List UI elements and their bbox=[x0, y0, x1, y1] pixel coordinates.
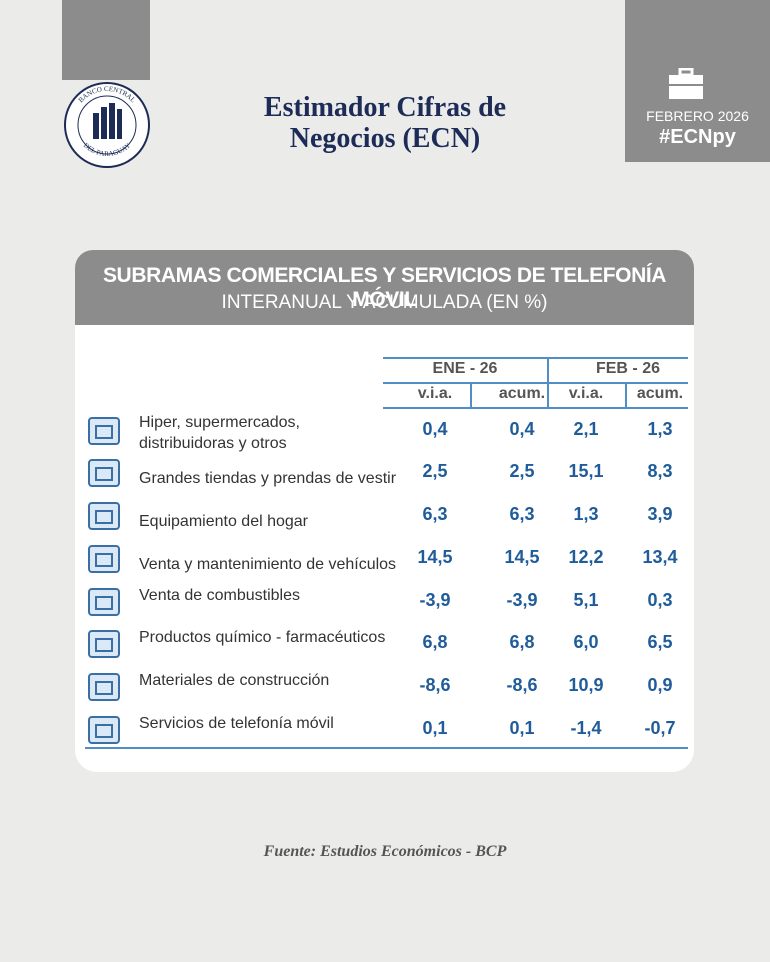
cell-value: 6,8 bbox=[509, 632, 535, 652]
cell-value: 10,9 bbox=[568, 675, 604, 695]
badge: FEBRERO 2026 #ECNpy bbox=[625, 0, 770, 162]
cell-value: 14,5 bbox=[504, 547, 540, 567]
rule bbox=[383, 357, 688, 359]
row-label: Productos químico - farmacéuticos bbox=[139, 629, 386, 646]
group-header: FEB - 26 bbox=[595, 360, 660, 377]
cell-value: 14,5 bbox=[417, 547, 453, 567]
cell-value: 0,4 bbox=[422, 419, 448, 439]
cell-value: 3,9 bbox=[647, 504, 673, 524]
row-icon bbox=[88, 588, 120, 616]
cell-value: 2,5 bbox=[422, 461, 448, 481]
cell-value: 2,1 bbox=[573, 419, 599, 439]
row-icon bbox=[88, 716, 120, 744]
cell-value: 15,1 bbox=[568, 461, 604, 481]
logo: BANCO CENTRAL DEL PARAGUAY bbox=[64, 82, 150, 168]
row-icon bbox=[88, 545, 120, 573]
briefcase-icon bbox=[669, 68, 703, 99]
row-label: Grandes tiendas y prendas de vestir bbox=[139, 470, 397, 487]
cell-value: 6,5 bbox=[647, 632, 673, 652]
banner-subtitle: INTERANUAL Y ACUMULADA (EN %) bbox=[221, 292, 548, 313]
row-icon bbox=[88, 417, 120, 445]
logo-tab bbox=[62, 0, 150, 80]
cell-value: 12,2 bbox=[568, 547, 604, 567]
divider bbox=[625, 382, 627, 407]
row-label: Materiales de construcción bbox=[139, 672, 330, 689]
row-label: Venta y mantenimiento de vehículos bbox=[139, 556, 397, 573]
row-icon bbox=[88, 673, 120, 701]
cell-value: -0,7 bbox=[644, 718, 676, 738]
cell-value: 5,1 bbox=[573, 590, 599, 610]
source: Fuente: Estudios Económicos - BCP bbox=[263, 843, 507, 860]
date: FEBRERO 2026 bbox=[646, 108, 749, 124]
cell-value: -8,6 bbox=[419, 675, 451, 695]
cell-value: 6,3 bbox=[509, 504, 535, 524]
row-label: Servicios de telefonía móvil bbox=[139, 715, 334, 732]
table-card bbox=[75, 325, 694, 772]
title-line: Negocios (ECN) bbox=[289, 123, 481, 154]
cell-value: 6,0 bbox=[573, 632, 599, 652]
column-header: v.i.a. bbox=[568, 385, 604, 402]
cell-value: -1,4 bbox=[570, 718, 602, 738]
row-icon bbox=[88, 502, 120, 530]
title-line: Estimador Cifras de bbox=[263, 92, 507, 123]
divider bbox=[470, 382, 472, 407]
cell-value: 0,9 bbox=[647, 675, 673, 695]
column-header: v.i.a. bbox=[417, 385, 453, 402]
cell-value: 8,3 bbox=[647, 461, 673, 481]
rule bbox=[383, 407, 688, 409]
cell-value: 13,4 bbox=[642, 547, 678, 567]
column-header: acum. bbox=[636, 385, 684, 402]
cell-value: -8,6 bbox=[506, 675, 538, 695]
divider bbox=[547, 382, 549, 407]
title: Estimador Cifras de Negocios (ECN) bbox=[200, 92, 570, 154]
cell-value: 2,5 bbox=[509, 461, 535, 481]
rule bbox=[85, 747, 688, 749]
row-label: Venta de combustibles bbox=[139, 587, 300, 604]
cell-value: 0,3 bbox=[647, 590, 673, 610]
row-icon bbox=[88, 459, 120, 487]
cell-value: 0,1 bbox=[422, 718, 448, 738]
cell-value: 6,8 bbox=[422, 632, 448, 652]
divider bbox=[547, 357, 549, 382]
rule bbox=[383, 382, 688, 384]
banner: SUBRAMAS COMERCIALES Y SERVICIOS DE TELE… bbox=[75, 250, 694, 325]
cell-value: 0,4 bbox=[509, 419, 535, 439]
row-label: Equipamiento del hogar bbox=[139, 513, 309, 530]
cell-value: 1,3 bbox=[647, 419, 673, 439]
hashtag: #ECNpy bbox=[659, 126, 736, 148]
cell-value: 1,3 bbox=[573, 504, 599, 524]
banner-title: SUBRAMAS COMERCIALES Y SERVICIOS DE TELE… bbox=[102, 264, 667, 311]
cell-value: -3,9 bbox=[506, 590, 538, 610]
cell-value: 0,1 bbox=[509, 718, 535, 738]
row-label: Hiper, supermercados, distribuidoras y o… bbox=[139, 414, 300, 452]
cell-value: -3,9 bbox=[419, 590, 451, 610]
column-header: acum. bbox=[498, 385, 546, 402]
group-header: ENE - 26 bbox=[432, 360, 498, 377]
row-icon bbox=[88, 630, 120, 658]
cell-value: 6,3 bbox=[422, 504, 448, 524]
